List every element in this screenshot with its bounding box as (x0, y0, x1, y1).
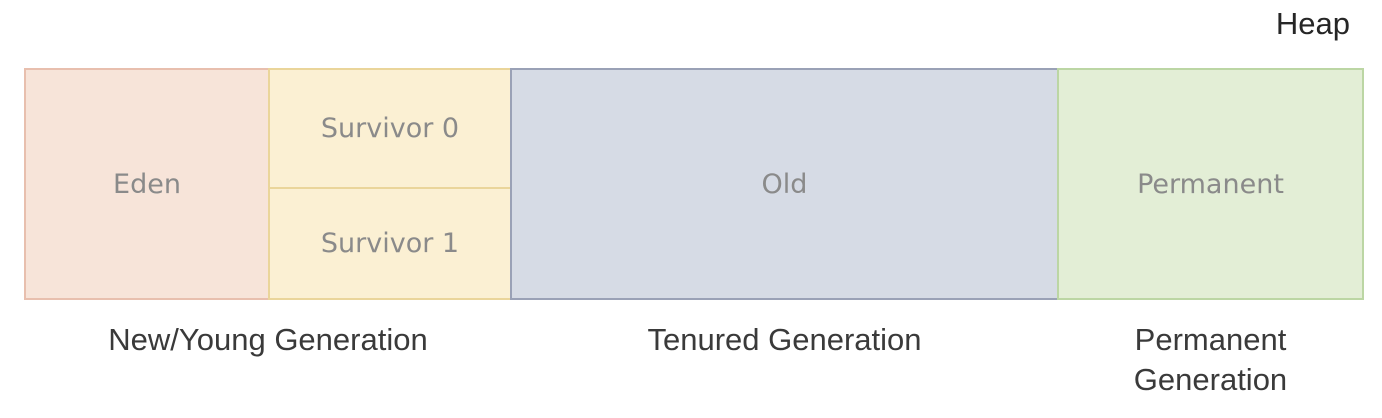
tenured-generation-label: Tenured Generation (647, 322, 922, 357)
old-label: Old (761, 168, 808, 200)
permanent-generation-label-line2: Generation (1133, 362, 1288, 397)
survivor-0-region: Survivor 0 (268, 68, 512, 189)
heap-title: Heap (1275, 6, 1350, 41)
survivor-1-region: Survivor 1 (268, 187, 512, 300)
old-region: Old (510, 68, 1059, 300)
survivor-1-label: Survivor 1 (320, 228, 460, 259)
permanent-generation-label: Permanent Generation (1057, 320, 1364, 400)
permanent-region: Permanent (1057, 68, 1364, 300)
permanent-generation-label-line1: Permanent (1134, 322, 1287, 357)
survivor-0-label: Survivor 0 (320, 113, 460, 144)
eden-label: Eden (113, 168, 181, 200)
young-generation-label: New/Young Generation (108, 322, 428, 357)
eden-region: Eden (24, 68, 270, 300)
permanent-label: Permanent (1137, 168, 1284, 200)
